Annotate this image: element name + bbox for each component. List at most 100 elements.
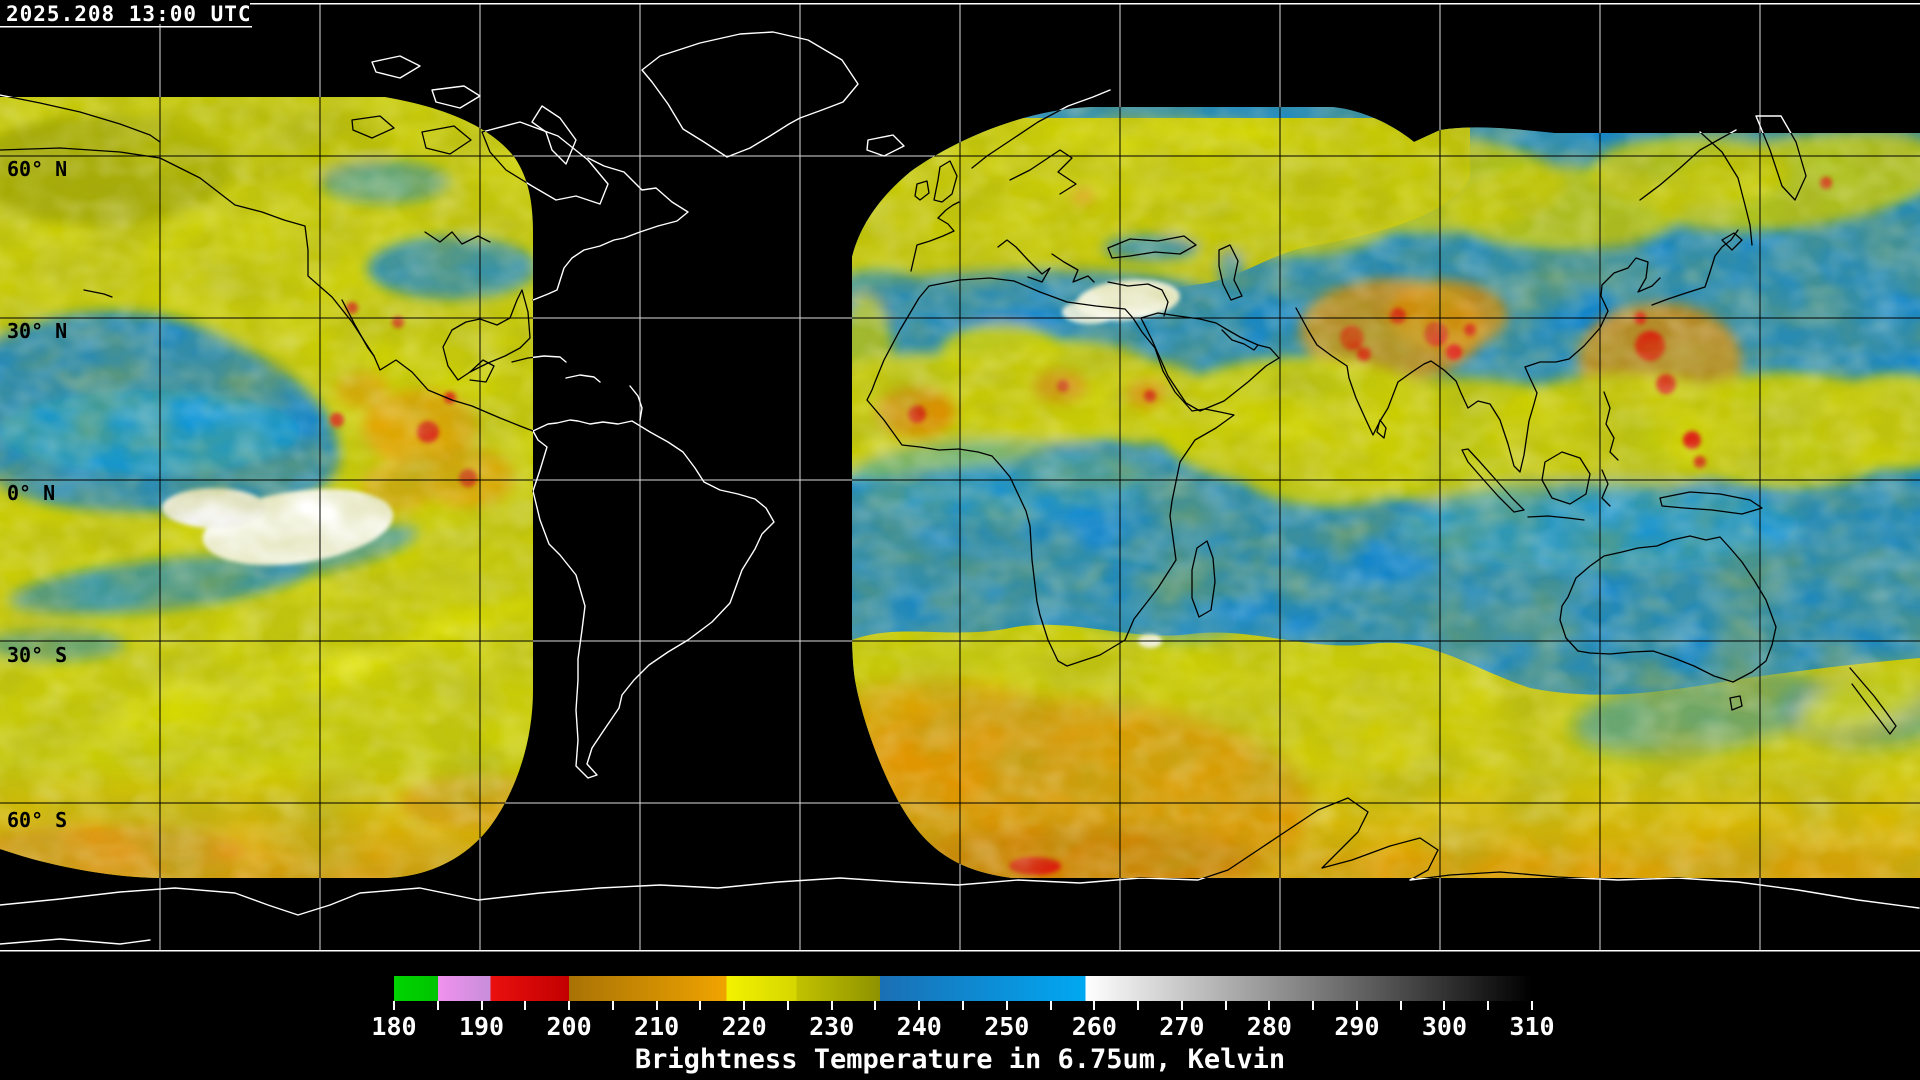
colorbar-tick	[1005, 1001, 1008, 1010]
colorbar-tick-label: 300	[1421, 1012, 1468, 1041]
coastline-path	[531, 105, 577, 165]
meteosat-himawari-data-region	[852, 107, 1920, 878]
latitude-label-30s: 30° S	[7, 643, 68, 667]
coastline-path	[424, 231, 491, 245]
coastline-path	[0, 797, 1920, 878]
colorbar-tick	[1049, 1001, 1052, 1010]
coastline-path	[866, 134, 905, 157]
coastline-path	[1107, 235, 1197, 259]
coastline-path	[83, 289, 113, 298]
colorbar-tick	[1224, 1001, 1227, 1010]
coastline-path	[469, 359, 495, 383]
colorbar-gradient	[394, 976, 1532, 1001]
coastline-path	[866, 134, 905, 157]
coastline-path	[532, 419, 775, 779]
colorbar-tick	[1180, 1001, 1183, 1010]
coastline-path	[1140, 312, 1280, 412]
latitude-label-60n: 60° N	[7, 157, 68, 181]
coastline-path	[1699, 131, 1753, 246]
coastline-path	[1721, 232, 1743, 251]
map-frame-bottom	[0, 950, 1920, 952]
colorbar-tick-label: 310	[1509, 1012, 1555, 1041]
coastline-path	[532, 157, 689, 301]
coastline-path	[421, 125, 472, 155]
coastline-path	[532, 419, 775, 779]
colorbar-tick-label: 200	[546, 1012, 592, 1041]
coastline-path	[866, 277, 1235, 667]
coastline-path	[629, 385, 643, 421]
world-water-vapor-map	[0, 0, 1920, 952]
coastline-path	[0, 97, 161, 143]
coastline-path	[0, 147, 534, 432]
colorbar-tick-label: 260	[1071, 1012, 1117, 1041]
coastline-path	[1527, 515, 1585, 521]
coastline-path	[1659, 491, 1763, 515]
coastline-path	[371, 55, 421, 79]
colorbar-tick	[480, 1001, 483, 1010]
coastline-path	[565, 374, 601, 383]
latitude-label-30n: 30° N	[7, 319, 68, 343]
coastline-path	[1729, 695, 1743, 711]
coastline-path	[937, 201, 960, 219]
coastline-path	[442, 289, 531, 381]
coastline-path	[971, 97, 1111, 169]
colorbar-tick-label: 220	[721, 1012, 767, 1041]
coastline-path	[1603, 391, 1619, 461]
colorbar-tick	[1137, 1001, 1140, 1010]
colorbar-tick	[743, 1001, 746, 1010]
colorbar-tick	[1312, 1001, 1315, 1010]
coastline-path	[1107, 281, 1169, 317]
colorbar-tick	[611, 1001, 614, 1010]
colorbar-tick	[524, 1001, 527, 1010]
colorbar-tick	[1268, 1001, 1271, 1010]
colorbar-tick-label: 180	[371, 1012, 417, 1041]
coastline-path	[1009, 149, 1077, 195]
colorbar-tick-label: 250	[984, 1012, 1030, 1041]
latitude-label-60s: 60° S	[7, 808, 68, 832]
coastline-path	[1376, 419, 1387, 439]
coastline-path	[1051, 253, 1095, 283]
colorbar-tick	[1531, 1001, 1533, 1010]
colorbar-tick	[1443, 1001, 1446, 1010]
coastline-path	[372, 56, 420, 78]
colorbar-tick	[1093, 1001, 1096, 1010]
coastline-path	[1218, 244, 1243, 301]
coastline-path	[1461, 448, 1525, 513]
colorbar-tick	[568, 1001, 571, 1010]
coastline-path	[1295, 257, 1661, 473]
coastline-path	[933, 160, 958, 203]
colorbar-tick-label: 190	[458, 1012, 505, 1041]
coastline-path	[1559, 535, 1777, 683]
timestamp-label: 2025.208 13:00 UTC	[6, 2, 252, 26]
colorbar-tick	[1399, 1001, 1402, 1010]
coastline-path	[910, 217, 955, 272]
map-frame-top	[0, 3, 1920, 5]
colorbar-tick	[918, 1001, 921, 1010]
colorbar-tick	[962, 1001, 964, 1010]
coastline-path	[997, 239, 1051, 283]
coastline-path	[1639, 129, 1737, 201]
coastline-path	[1601, 469, 1611, 507]
coastline-path	[1221, 329, 1259, 351]
coastline-path	[1849, 667, 1897, 735]
latitude-label-0n: 0° N	[7, 481, 56, 505]
colorbar-tick	[874, 1001, 877, 1010]
coastline-path	[1541, 451, 1591, 505]
colorbar-tick-label: 240	[896, 1012, 942, 1041]
timestamp-backdrop	[0, 0, 250, 24]
coastline-path	[0, 938, 151, 945]
goes-west-data-region	[0, 97, 533, 878]
colorbar-tick	[786, 1001, 789, 1010]
colorbar-title: Brightness Temperature in 6.75um, Kelvin	[634, 1044, 1286, 1075]
coastline-path	[431, 85, 481, 109]
colorbar-tick-label: 290	[1334, 1012, 1380, 1041]
colorbar-tick	[699, 1001, 702, 1010]
colorbar-tick	[830, 1001, 833, 1010]
colorbar-tick-label: 280	[1246, 1012, 1292, 1041]
coastline-path	[1651, 229, 1739, 306]
coastline-path	[1191, 540, 1216, 618]
coastline-path	[532, 157, 689, 301]
colorbar-tick	[1355, 1001, 1358, 1010]
coastline-path	[641, 31, 859, 158]
coastline-path	[351, 115, 395, 139]
